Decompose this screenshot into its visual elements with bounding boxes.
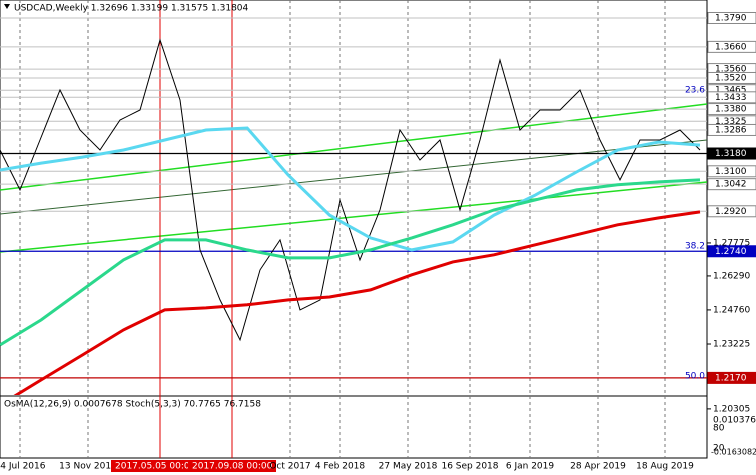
y-tick-label: 1.24760 <box>713 305 750 315</box>
x-tick-label: 4 Feb 2018 <box>315 462 366 472</box>
x-tick-label: 2017.09.08 00:00 <box>192 462 273 472</box>
x-label-box <box>188 460 276 472</box>
indicator-axis-label: 20 <box>713 444 725 454</box>
level-label-box <box>707 205 756 218</box>
level-label: 1.3790 <box>715 13 747 23</box>
y-tick-label: 1.26290 <box>713 271 750 281</box>
level-label: 1.3180 <box>715 149 747 159</box>
level-label: 1.3100 <box>715 167 747 177</box>
level-label-box <box>707 11 756 24</box>
fib-label: 38.2 <box>685 242 705 252</box>
fib-label: 50.0 <box>685 372 705 382</box>
trend-line <box>0 139 708 215</box>
level-label: 1.2170 <box>715 373 747 383</box>
level-label-box <box>707 91 756 104</box>
x-tick-label: 18 Aug 2019 <box>636 462 694 472</box>
level-label: 1.2920 <box>715 207 747 217</box>
level-label: 1.3042 <box>715 180 747 190</box>
x-tick-label: 24 Jul 2016 <box>0 462 46 472</box>
x-tick-label: 27 May 2018 <box>379 462 438 472</box>
level-label-box <box>707 371 756 384</box>
x-tick-label: 2017.05.05 00:00 <box>115 462 196 472</box>
series-line <box>0 178 701 347</box>
level-label: 1.3433 <box>715 93 747 103</box>
level-label-box <box>707 123 756 136</box>
x-tick-label: 28 Apr 2019 <box>570 462 626 472</box>
series-line <box>0 126 701 252</box>
indicator-axis-label: 80 <box>713 424 725 434</box>
level-label: 1.3465 <box>715 86 747 96</box>
y-tick-label: 1.20305 <box>713 404 750 414</box>
level-label-box <box>707 165 756 178</box>
level-label-box <box>707 40 756 53</box>
level-label-box <box>707 147 756 160</box>
level-label-box <box>707 71 756 84</box>
level-label: 1.3286 <box>715 125 747 135</box>
trend-line <box>0 181 708 253</box>
x-tick-label: Oct 2017 <box>269 462 310 472</box>
level-label: 1.3520 <box>715 73 747 83</box>
chart-title: USDCAD,Weekly 1.32696 1.33199 1.31575 1.… <box>14 4 249 14</box>
series-line <box>13 210 701 395</box>
indicator-axis-label: -0.0163082 <box>711 448 756 457</box>
x-label-box <box>111 460 199 472</box>
indicator-axis-label: 0.0103764 <box>713 416 756 426</box>
fib-label: 23.6 <box>685 86 705 96</box>
indicator-title: OsMA(12,26,9) 0.0007678 Stoch(5,3,3) 70.… <box>4 400 261 410</box>
series-line <box>0 38 701 342</box>
level-label-box <box>707 178 756 191</box>
y-tick-label: 1.27775 <box>713 238 750 248</box>
level-label: 1.3660 <box>715 42 747 52</box>
level-label: 1.3325 <box>715 117 747 127</box>
y-tick-label: 1.23225 <box>713 340 750 350</box>
level-label: 1.3560 <box>715 65 747 75</box>
level-label: 1.3380 <box>715 105 747 115</box>
trend-line <box>0 103 708 191</box>
x-tick-label: 6 Jan 2019 <box>506 462 554 472</box>
level-label-box <box>707 245 756 258</box>
x-tick-label: 13 Nov 2016 <box>59 462 117 472</box>
level-label: 1.2740 <box>715 247 747 257</box>
level-label-box <box>707 103 756 116</box>
menu-icon[interactable] <box>4 4 10 9</box>
x-tick-label: 16 Sep 2018 <box>441 462 498 472</box>
